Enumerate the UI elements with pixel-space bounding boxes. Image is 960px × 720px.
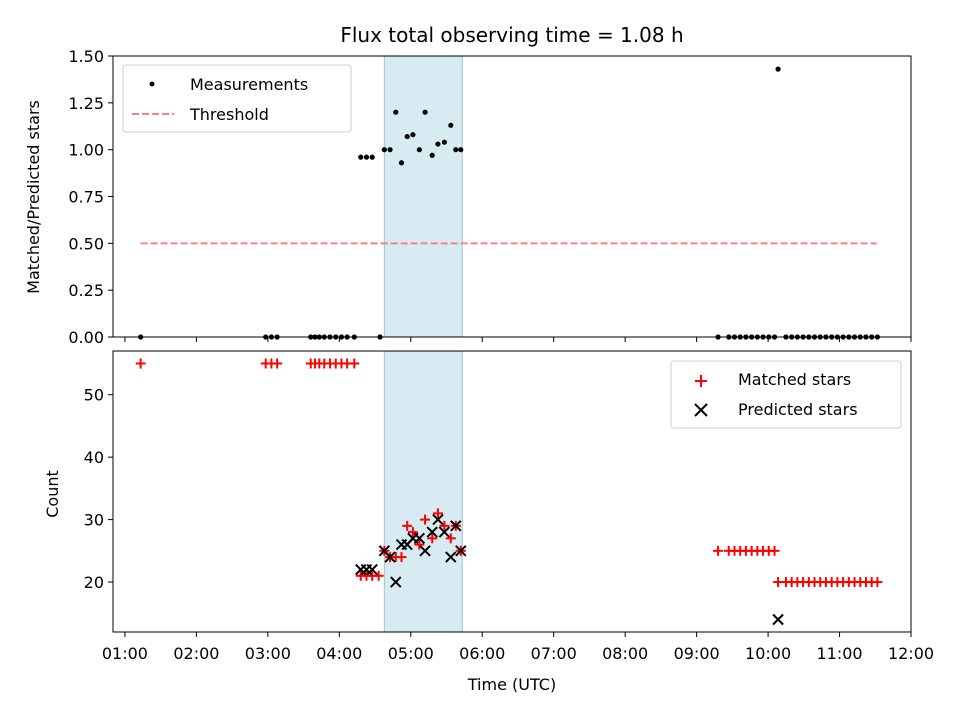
legend-matched-marker (695, 375, 707, 387)
top-ytick-label: 0.75 (68, 188, 104, 207)
bottom-xtick-label: 02:00 (173, 644, 219, 663)
measurement-point (369, 154, 375, 160)
legend-measurements-marker (149, 81, 155, 87)
top-legend: Measurements Threshold (122, 64, 352, 133)
matched-star-point (135, 358, 146, 369)
measurement-point (387, 147, 393, 153)
bottom-xtick-label: 11:00 (816, 644, 862, 663)
measurement-point (448, 122, 454, 128)
measurement-point (363, 154, 370, 160)
bottom-xtick-label: 04:00 (316, 644, 362, 663)
matched-star-point (349, 358, 360, 369)
top-y-axis-label: Matched/Predicted stars (24, 100, 43, 294)
measurement-point (358, 154, 364, 160)
matched-star-point (439, 520, 450, 531)
matched-star-point (872, 577, 883, 588)
bottom-xtick-label: 10:00 (745, 644, 791, 663)
measurement-point (775, 66, 781, 72)
bottom-x-axis-label: Time (UTC) (467, 675, 556, 694)
matched-star-point (373, 570, 384, 581)
bottom-ytick-label: 50 (84, 386, 104, 405)
bottom-xtick-label: 09:00 (674, 644, 720, 663)
predicted-star-point (445, 551, 457, 563)
bottom-yticks: 20 30 40 50 (84, 386, 113, 592)
bottom-xtick-label: 06:00 (459, 644, 505, 663)
bottom-xtick-label: 07:00 (531, 644, 577, 663)
measurement-point (393, 109, 399, 115)
measurement-point (422, 109, 428, 115)
measurement-point (458, 147, 464, 153)
measurement-point (429, 152, 435, 158)
predicted-star-point (455, 545, 467, 557)
top-ytick-label: 0.25 (68, 281, 104, 300)
bottom-shaded-span (383, 350, 463, 633)
bottom-axes-frame (112, 350, 912, 633)
bottom-xtick-label: 01:00 (102, 644, 148, 663)
measurement-point (435, 141, 441, 147)
measurement-point (398, 160, 405, 166)
bottom-xticks: 01:00 02:00 03:00 04:00 05:00 06:00 07:00 08:00… (102, 632, 934, 663)
matched-star-point (713, 545, 724, 556)
matched-star-point (414, 539, 425, 550)
top-legend-box (122, 64, 352, 133)
top-panel: 0.00 0.25 0.50 0.75 1.00 1.25 1.50 Flux total … (24, 23, 912, 347)
legend-predicted-marker (694, 403, 708, 417)
matched-star-point (402, 520, 413, 531)
bottom-ytick-label: 30 (84, 511, 104, 530)
top-chart-title: Flux total observing time = 1.08 h (340, 23, 683, 47)
bottom-xtick-label: 08:00 (602, 644, 648, 663)
predicted-star-point (384, 551, 396, 563)
matched-star-point (396, 552, 407, 563)
matched-star-point (272, 358, 283, 369)
bottom-marks (135, 358, 883, 626)
bottom-xtick-label: 03:00 (245, 644, 291, 663)
predicted-star-point (366, 563, 378, 576)
bottom-xtick-label: 05:00 (388, 644, 434, 663)
legend-measurements-label: Measurements (190, 75, 308, 94)
matched-star-point (769, 545, 780, 556)
predicted-star-point (772, 613, 784, 626)
legend-predicted-label: Predicted stars (738, 400, 858, 419)
predicted-star-point (450, 520, 462, 532)
top-ytick-label: 0.00 (68, 328, 104, 347)
predicted-star-point (438, 526, 451, 538)
matched-star-point (432, 508, 443, 519)
bottom-y-axis-label: Count (43, 470, 62, 518)
top-shaded-span (383, 55, 463, 338)
matched-star-point (407, 527, 418, 538)
top-yticks: 0.00 0.25 0.50 0.75 1.00 1.25 1.50 (68, 47, 113, 347)
matched-star-point (420, 514, 431, 525)
bottom-xtick-label: 12:00 (888, 644, 934, 663)
predicted-star-point (390, 576, 402, 588)
measurement-point (416, 147, 422, 153)
bottom-ytick-label: 40 (84, 448, 104, 467)
measurement-point (410, 132, 416, 138)
top-ytick-label: 1.00 (68, 141, 104, 160)
measurement-point (453, 147, 459, 153)
bottom-legend-box (670, 360, 902, 429)
matched-star-point (427, 533, 438, 544)
top-ytick-label: 0.50 (68, 234, 104, 253)
measurement-point (441, 139, 447, 145)
legend-matched-label: Matched stars (738, 370, 851, 389)
predicted-star-point (413, 532, 426, 545)
matched-star-point (445, 533, 456, 544)
bottom-legend: Matched stars Predicted stars (670, 360, 902, 429)
predicted-star-point (419, 545, 431, 557)
top-ytick-label: 1.25 (68, 94, 104, 113)
predicted-star-point (432, 513, 444, 526)
bottom-ytick-label: 20 (84, 573, 104, 592)
legend-threshold-label: Threshold (189, 105, 269, 124)
measurement-point (404, 133, 410, 140)
measurement-point (381, 147, 387, 153)
top-ytick-label: 1.50 (68, 47, 104, 66)
predicted-star-point (426, 526, 438, 538)
top-xticks (124, 337, 912, 342)
